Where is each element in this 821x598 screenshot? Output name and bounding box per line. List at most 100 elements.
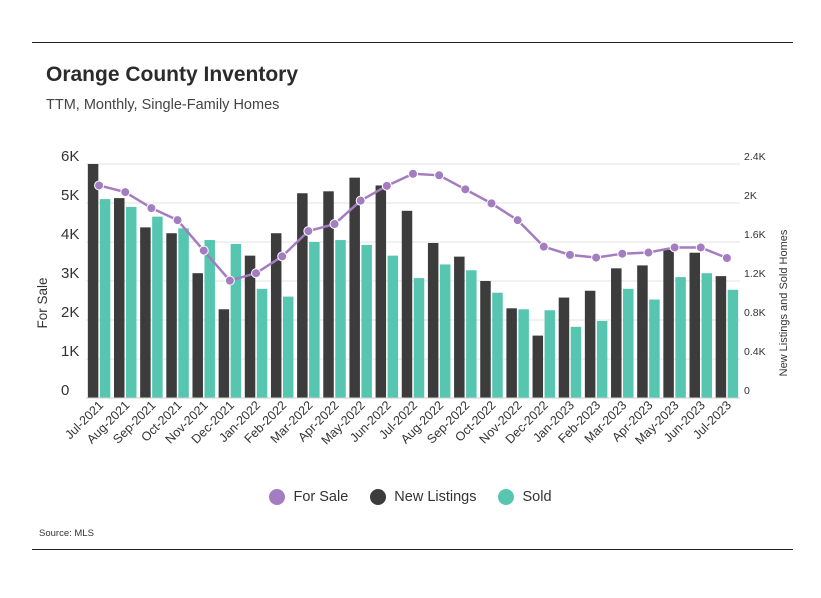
bar-sold — [125, 206, 137, 398]
bar-sold — [675, 277, 686, 398]
point-for-sale — [643, 247, 654, 258]
y-axis-title-right: New Listings and Sold Homes — [778, 229, 790, 376]
point-for-sale — [408, 168, 418, 179]
legend-swatch-new-listings — [370, 489, 387, 505]
bar-sold — [387, 255, 399, 398]
bar-new-listings — [297, 193, 308, 398]
bar-new-listings — [427, 242, 439, 398]
y-tick-label-left: 6K — [61, 148, 79, 165]
bar-sold — [544, 310, 556, 398]
bar-new-listings — [532, 335, 544, 398]
y-axis-title-left: For Sale — [35, 277, 50, 328]
legend-label-for-sale: For Sale — [293, 489, 349, 505]
point-for-sale — [486, 198, 497, 209]
bar-sold — [256, 288, 268, 398]
point-for-sale — [538, 241, 549, 252]
bar-sold — [335, 240, 346, 398]
bar-new-listings — [244, 255, 256, 398]
point-for-sale — [695, 242, 706, 253]
bar-sold — [596, 320, 608, 398]
y-tick-label-left: 2K — [61, 304, 79, 321]
legend-item-new-listings: New Listings — [370, 489, 476, 505]
point-for-sale — [198, 245, 209, 256]
bar-new-listings — [558, 297, 570, 398]
bar-sold — [152, 216, 163, 398]
bar-sold — [570, 326, 582, 398]
line-for-sale — [98, 172, 728, 283]
bar-new-listings — [454, 256, 465, 398]
bar-sold — [178, 228, 189, 398]
bar-new-listings — [375, 185, 387, 398]
bar-sold — [649, 299, 660, 398]
top-rule — [32, 42, 793, 43]
bar-new-listings — [637, 265, 648, 398]
bar-sold — [701, 273, 713, 398]
legend-label-new-listings: New Listings — [394, 489, 477, 505]
point-for-sale — [303, 226, 314, 237]
bar-new-listings — [689, 252, 701, 398]
bar-sold — [99, 199, 111, 398]
legend-swatch-sold — [498, 489, 515, 505]
bar-new-listings — [140, 227, 151, 398]
source-note: Source: MLS — [39, 528, 94, 539]
y-tick-label-left: 4K — [61, 226, 79, 243]
bar-sold — [309, 242, 320, 398]
y-tick-label-left: 3K — [61, 265, 79, 282]
point-for-sale — [669, 242, 680, 253]
bar-new-listings — [506, 308, 517, 398]
bar-new-listings — [663, 249, 674, 398]
chart-subtitle: TTM, Monthly, Single-Family Homes — [46, 97, 280, 113]
point-for-sale — [721, 252, 732, 263]
y-tick-label-right: 0.8K — [744, 307, 766, 319]
legend-label-sold: Sold — [522, 489, 552, 505]
y-tick-label-right: 0.4K — [744, 346, 766, 358]
legend-item-sold: Sold — [498, 489, 552, 505]
y-tick-label-left: 0 — [61, 382, 69, 399]
chart-legend: For Sale New Listings Sold — [0, 489, 821, 505]
bar-sold — [413, 278, 425, 398]
y-tick-label-left: 1K — [61, 343, 79, 360]
point-for-sale — [355, 195, 366, 206]
point-for-sale — [564, 249, 575, 260]
bar-new-listings — [270, 233, 282, 398]
point-for-sale — [460, 184, 471, 195]
point-for-sale — [277, 251, 288, 262]
y-tick-label-right: 0 — [744, 385, 750, 397]
point-for-sale — [120, 187, 131, 198]
bar-new-listings — [401, 210, 413, 398]
legend-item-for-sale: For Sale — [269, 489, 348, 505]
bar-sold — [492, 292, 503, 398]
bar-sold — [204, 240, 215, 398]
point-for-sale — [94, 180, 105, 191]
bar-sold — [439, 264, 451, 398]
point-for-sale — [512, 215, 523, 226]
bar-sold — [623, 288, 634, 398]
bar-new-listings — [584, 290, 596, 398]
bar-sold — [727, 289, 739, 398]
legend-swatch-for-sale — [269, 489, 286, 505]
bar-new-listings — [323, 191, 334, 398]
y-tick-label-left: 5K — [61, 187, 79, 204]
bar-sold — [361, 244, 372, 398]
point-for-sale — [329, 219, 340, 230]
bar-sold — [518, 309, 529, 398]
bar-new-listings — [166, 233, 177, 398]
bar-new-listings — [218, 309, 230, 398]
point-for-sale — [434, 170, 445, 181]
bar-new-listings — [480, 281, 491, 398]
y-tick-label-right: 1.6K — [744, 229, 766, 241]
y-tick-label-right: 1.2K — [744, 268, 766, 280]
bar-new-listings — [113, 198, 125, 398]
chart-title: Orange County Inventory — [46, 63, 299, 86]
point-for-sale — [381, 180, 392, 191]
y-tick-label-right: 2K — [744, 190, 757, 202]
bottom-rule — [32, 549, 793, 550]
bar-sold — [230, 243, 242, 398]
bar-sold — [466, 270, 477, 398]
point-for-sale — [251, 268, 262, 279]
bar-new-listings — [87, 164, 99, 398]
point-for-sale — [146, 203, 157, 214]
bar-new-listings — [349, 177, 360, 398]
y-tick-label-right: 2.4K — [744, 151, 766, 163]
